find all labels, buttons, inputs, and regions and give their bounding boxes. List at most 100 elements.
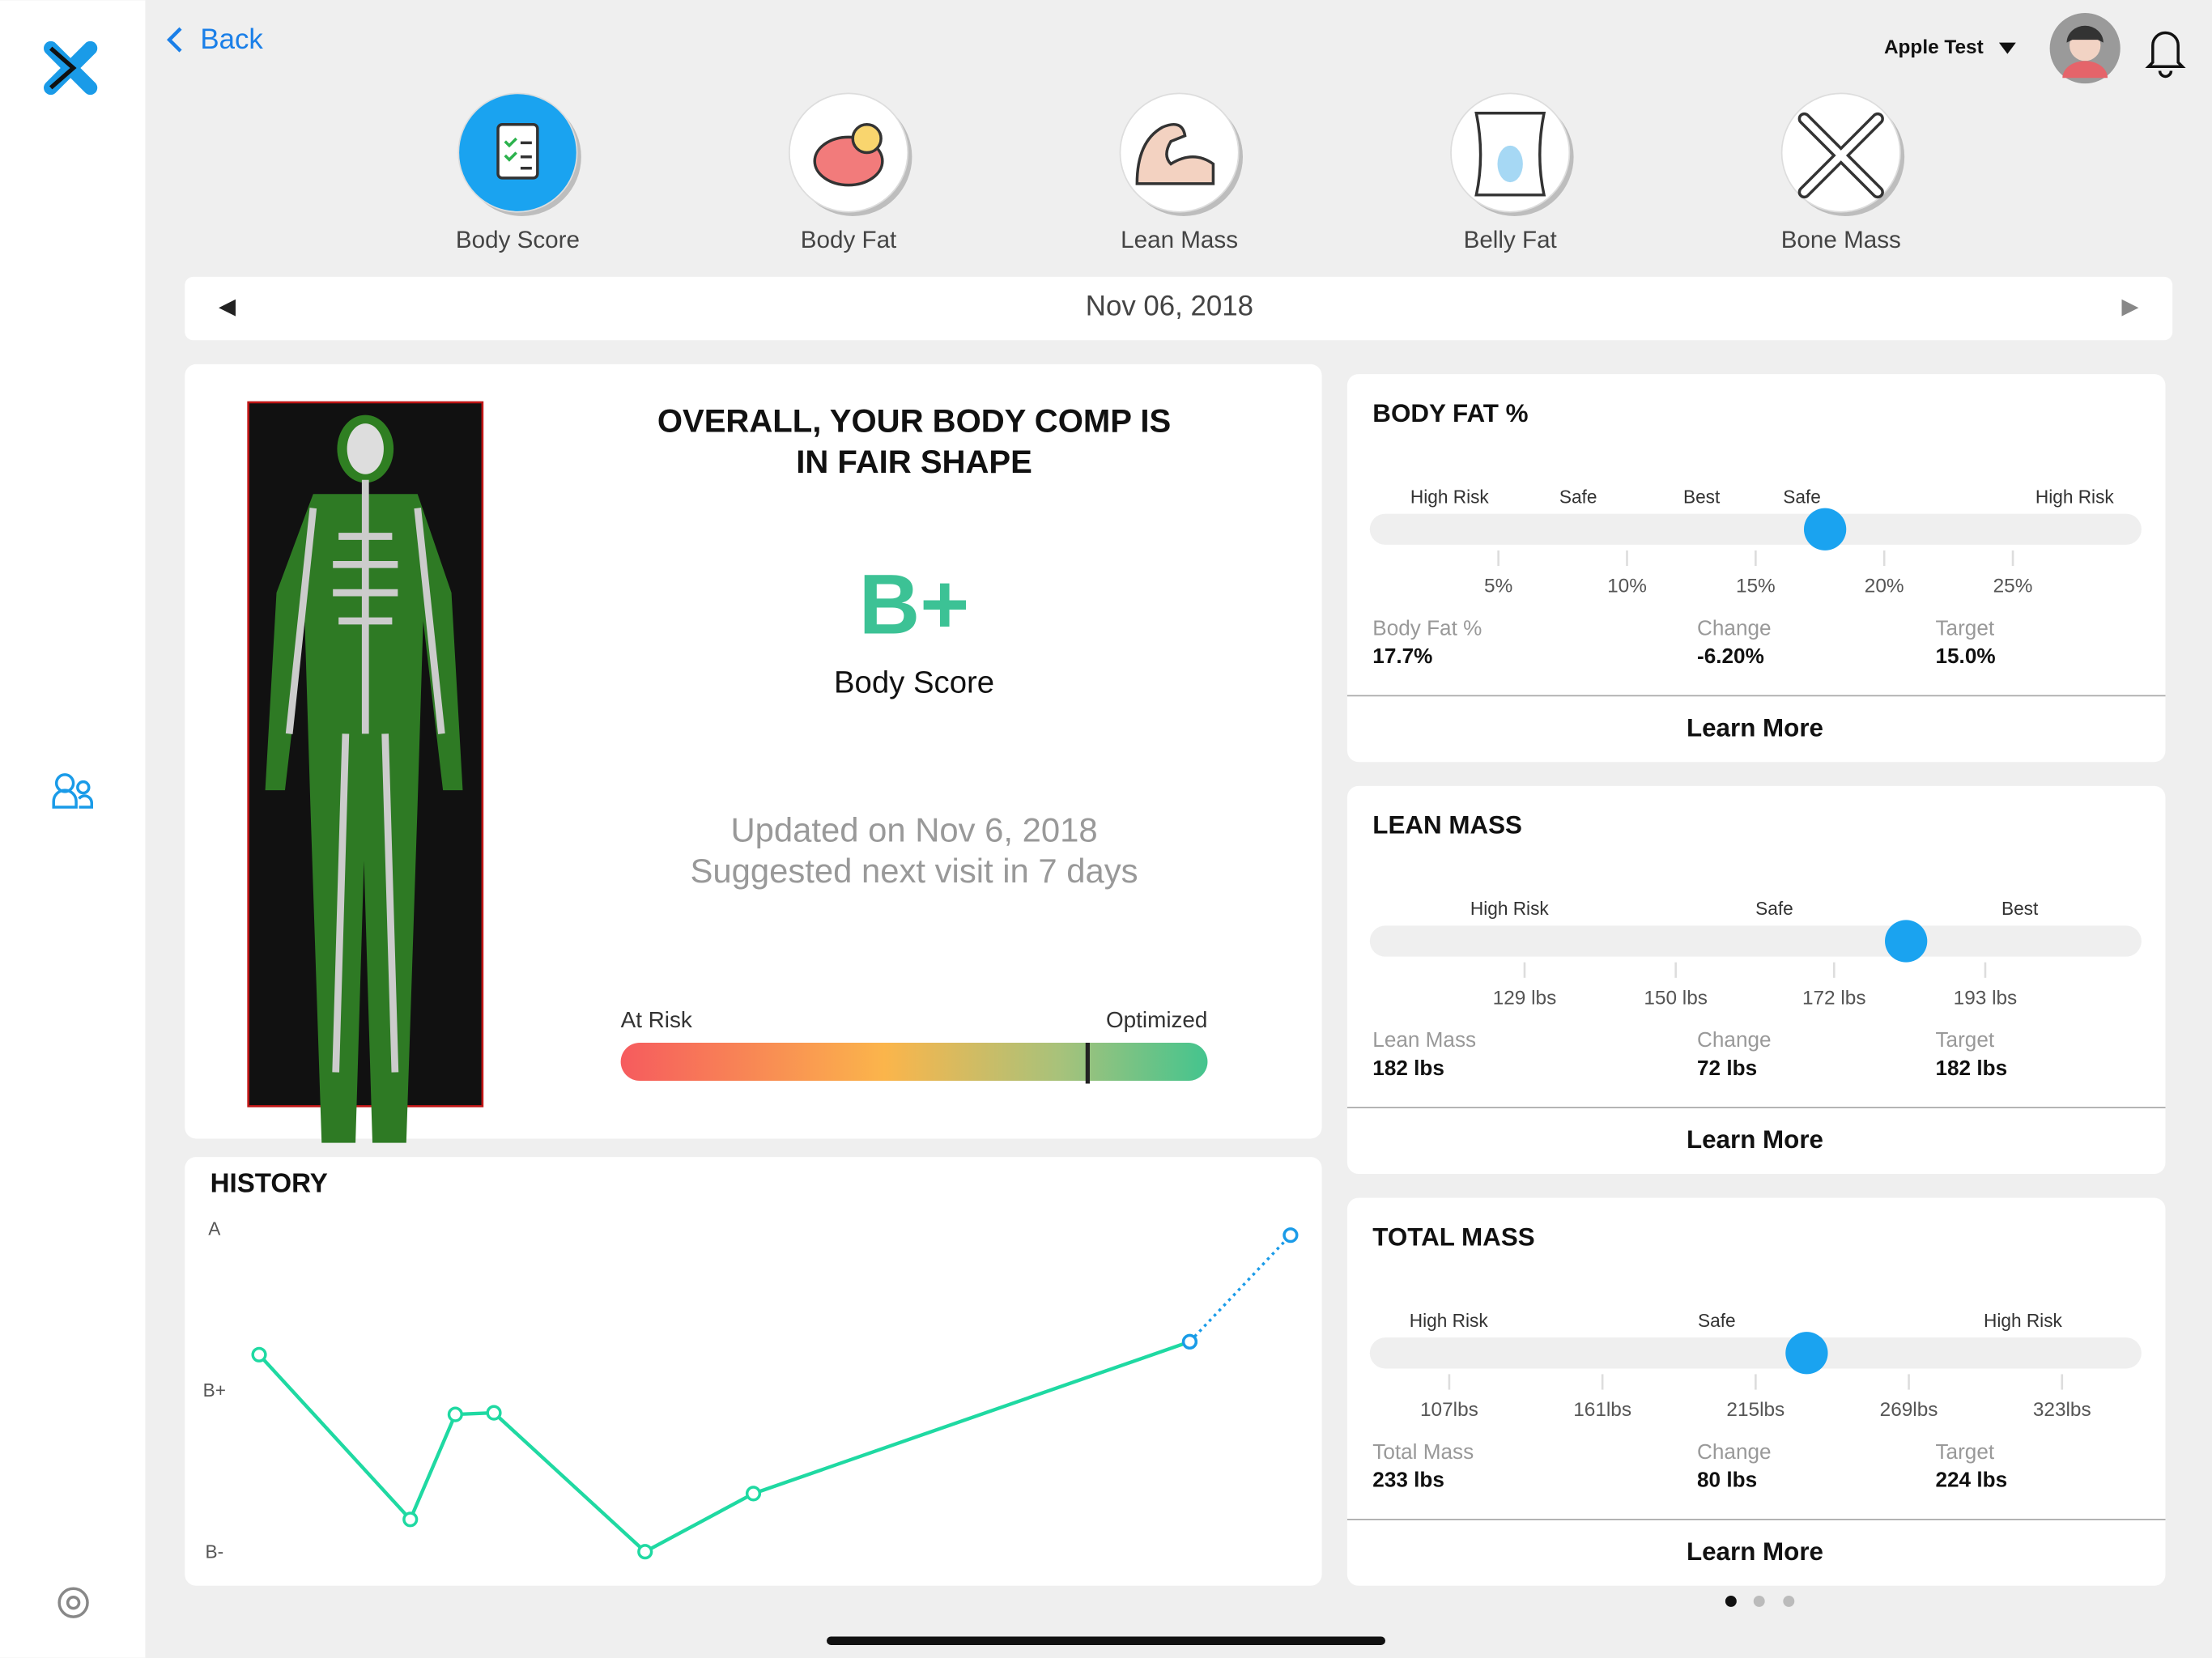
dropdown-arrow[interactable]	[1998, 42, 2016, 54]
history-point	[1283, 1227, 1299, 1244]
zone-label: Safe	[1698, 1310, 1736, 1331]
history-point	[402, 1511, 419, 1528]
metric-title: BODY FAT %	[1372, 399, 1528, 427]
learn-more-button[interactable]: Learn More	[1687, 1537, 1823, 1566]
tab-icon	[1797, 112, 1884, 199]
slider-track	[1369, 925, 2142, 957]
history-point	[486, 1405, 502, 1421]
avatar[interactable]	[2049, 13, 2121, 84]
learn-more-button[interactable]: Learn More	[1687, 713, 1823, 742]
scale-high: Optimized	[1106, 1007, 1207, 1032]
tick-label: 129 lbs	[1493, 987, 1557, 1009]
stat-value: 72 lbs	[1697, 1056, 1757, 1080]
zone-label: Safe	[1755, 898, 1793, 919]
zone-label: Best	[1683, 486, 1721, 507]
tick-label: 20%	[1865, 576, 1904, 597]
logo[interactable]	[44, 40, 98, 96]
metric-card	[1346, 1197, 2166, 1586]
stat-label: Change	[1697, 615, 1772, 640]
tab-label[interactable]: Body Score	[456, 227, 580, 253]
slider-knob	[1885, 920, 1928, 963]
stat-label: Lean Mass	[1372, 1027, 1476, 1052]
people-icon[interactable]	[52, 773, 93, 809]
stat-value: 80 lbs	[1697, 1468, 1757, 1492]
tick-label: 150 lbs	[1644, 987, 1708, 1009]
metric-card	[1346, 374, 2166, 763]
back-button[interactable]: Back	[200, 23, 263, 55]
stat-label: Change	[1697, 1027, 1772, 1052]
slider-track	[1369, 513, 2142, 545]
tab-label[interactable]: Bone Mass	[1781, 227, 1901, 253]
tick-label: 215lbs	[1726, 1399, 1784, 1421]
page-dots	[1725, 1595, 1795, 1607]
history-point	[745, 1486, 762, 1502]
date-label: Nov 06, 2018	[1086, 290, 1253, 321]
stat-label: Body Fat %	[1372, 615, 1482, 640]
tick-label: 107lbs	[1420, 1399, 1478, 1421]
body-scan	[247, 401, 484, 1143]
tab-button[interactable]	[1119, 92, 1240, 213]
stat-label: Total Mass	[1372, 1439, 1474, 1464]
tab-label[interactable]: Belly Fat	[1464, 227, 1558, 253]
y-tick-label: B+	[203, 1380, 226, 1401]
back-chevron[interactable]	[167, 27, 182, 53]
tick-label: 269lbs	[1880, 1399, 1938, 1421]
tick-label: 161lbs	[1573, 1399, 1631, 1421]
grade: B+	[859, 557, 970, 652]
stat-value: 182 lbs	[1372, 1056, 1444, 1080]
grade-label: Body Score	[834, 665, 994, 700]
tick-label: 323lbs	[2033, 1399, 2091, 1421]
tick-label: 172 lbs	[1802, 987, 1866, 1009]
user-name[interactable]: Apple Test	[1884, 36, 1984, 58]
history-point	[251, 1346, 267, 1363]
stat-value: 182 lbs	[1936, 1056, 2008, 1080]
settings-icon[interactable]	[57, 1587, 89, 1618]
tab-icon	[1135, 123, 1215, 185]
tick-label: 193 lbs	[1954, 987, 2018, 1009]
stat-label: Target	[1936, 1027, 1995, 1052]
summary-title: OVERALL, YOUR BODY COMP IS	[657, 404, 1171, 440]
metric-title: LEAN MASS	[1372, 811, 1522, 840]
zone-label: High Risk	[2035, 486, 2115, 507]
tick-label: 5%	[1484, 576, 1512, 597]
stat-value: 233 lbs	[1372, 1468, 1444, 1492]
prev-date[interactable]	[219, 299, 236, 317]
next-date[interactable]	[2121, 299, 2139, 317]
metric-title: TOTAL MASS	[1372, 1222, 1534, 1251]
zone-label: High Risk	[1470, 898, 1550, 919]
tick-label: 10%	[1607, 576, 1647, 597]
slider-knob	[1785, 1332, 1828, 1375]
slider-knob	[1803, 508, 1847, 551]
tab-icon	[1474, 112, 1546, 197]
stat-value: 15.0%	[1936, 644, 1996, 668]
summary-title: IN FAIR SHAPE	[796, 444, 1032, 480]
history-title: HISTORY	[211, 1169, 328, 1199]
tab-label[interactable]: Body Fat	[801, 227, 897, 253]
stat-value: -6.20%	[1697, 644, 1764, 668]
stat-label: Target	[1936, 1439, 1995, 1464]
learn-more-button[interactable]: Learn More	[1687, 1125, 1823, 1154]
zone-label: Safe	[1783, 486, 1821, 507]
y-tick-label: A	[208, 1218, 221, 1239]
stat-value: 17.7%	[1372, 644, 1432, 668]
stat-label: Target	[1936, 615, 1995, 640]
history-line	[1189, 1234, 1292, 1343]
history-point	[637, 1544, 653, 1560]
updated-text: Updated on Nov 6, 2018	[730, 810, 1097, 848]
history-card	[185, 1157, 1322, 1586]
stat-value: 224 lbs	[1936, 1468, 2008, 1492]
zone-label: High Risk	[1410, 1310, 1489, 1331]
zone-label: Best	[2001, 898, 2039, 919]
tab-icon	[813, 122, 884, 187]
tick-label: 15%	[1736, 576, 1776, 597]
scale-low: At Risk	[621, 1007, 692, 1032]
zone-label: High Risk	[1410, 486, 1490, 507]
tab-label[interactable]: Lean Mass	[1121, 227, 1238, 253]
stat-label: Change	[1697, 1439, 1772, 1464]
y-tick-label: B-	[206, 1541, 224, 1562]
bell-icon[interactable]	[2145, 31, 2186, 79]
risk-bar	[620, 1042, 1208, 1082]
history-point	[447, 1406, 463, 1422]
